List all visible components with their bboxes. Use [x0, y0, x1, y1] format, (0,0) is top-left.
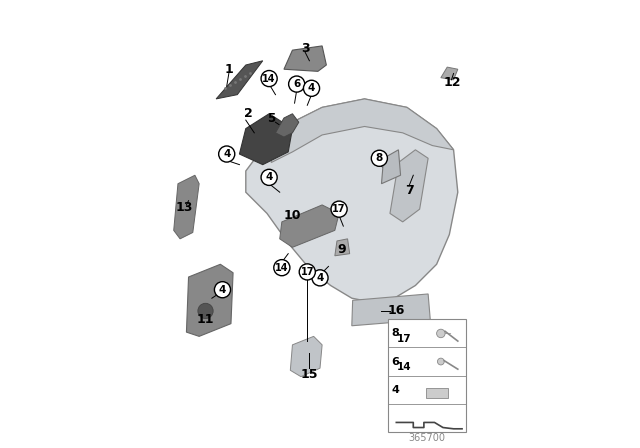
Text: 4: 4	[266, 172, 273, 182]
Polygon shape	[186, 264, 233, 336]
Text: 1: 1	[225, 63, 233, 76]
Text: 14: 14	[397, 362, 412, 371]
Polygon shape	[381, 150, 401, 184]
Text: 4: 4	[308, 83, 316, 93]
Polygon shape	[352, 294, 430, 326]
Text: 6: 6	[293, 79, 300, 89]
Text: 365700: 365700	[408, 433, 445, 443]
Circle shape	[289, 76, 305, 92]
Text: 6: 6	[392, 357, 399, 366]
Circle shape	[219, 146, 235, 162]
Text: 15: 15	[301, 368, 318, 381]
Text: 10: 10	[284, 209, 301, 222]
Text: 7: 7	[404, 184, 413, 197]
Text: 11: 11	[196, 313, 214, 326]
Text: 4: 4	[219, 285, 226, 295]
Circle shape	[436, 329, 445, 338]
Circle shape	[274, 260, 290, 276]
Circle shape	[371, 150, 387, 166]
Polygon shape	[173, 175, 199, 239]
Text: 9: 9	[337, 243, 346, 256]
Text: 17: 17	[301, 267, 314, 277]
Text: 8: 8	[392, 328, 399, 338]
Polygon shape	[280, 205, 339, 247]
Text: 4: 4	[316, 273, 324, 283]
Text: 8: 8	[376, 153, 383, 163]
Polygon shape	[271, 99, 454, 163]
Polygon shape	[441, 67, 458, 80]
Circle shape	[331, 201, 347, 217]
FancyBboxPatch shape	[426, 388, 447, 398]
Polygon shape	[275, 114, 299, 137]
Polygon shape	[390, 150, 428, 222]
Polygon shape	[284, 46, 326, 71]
Polygon shape	[335, 239, 349, 256]
Text: 17: 17	[397, 333, 412, 344]
Text: 4: 4	[392, 385, 399, 395]
Polygon shape	[246, 99, 458, 302]
Text: 12: 12	[444, 76, 461, 89]
Circle shape	[261, 70, 277, 86]
Text: 14: 14	[262, 73, 276, 84]
Circle shape	[300, 264, 316, 280]
Circle shape	[303, 80, 319, 96]
Circle shape	[312, 270, 328, 286]
Polygon shape	[216, 61, 263, 99]
FancyBboxPatch shape	[388, 319, 467, 432]
Text: 4: 4	[223, 149, 230, 159]
Text: 13: 13	[175, 201, 193, 214]
Text: 5: 5	[267, 112, 275, 125]
Circle shape	[438, 358, 444, 365]
Text: 16: 16	[388, 305, 405, 318]
Text: 14: 14	[275, 263, 289, 273]
Text: 17: 17	[332, 204, 346, 214]
Circle shape	[214, 282, 230, 298]
Polygon shape	[239, 114, 292, 164]
Circle shape	[261, 169, 277, 185]
Text: 2: 2	[244, 107, 252, 120]
Circle shape	[198, 303, 213, 319]
Text: 3: 3	[301, 42, 310, 55]
Polygon shape	[291, 336, 322, 377]
